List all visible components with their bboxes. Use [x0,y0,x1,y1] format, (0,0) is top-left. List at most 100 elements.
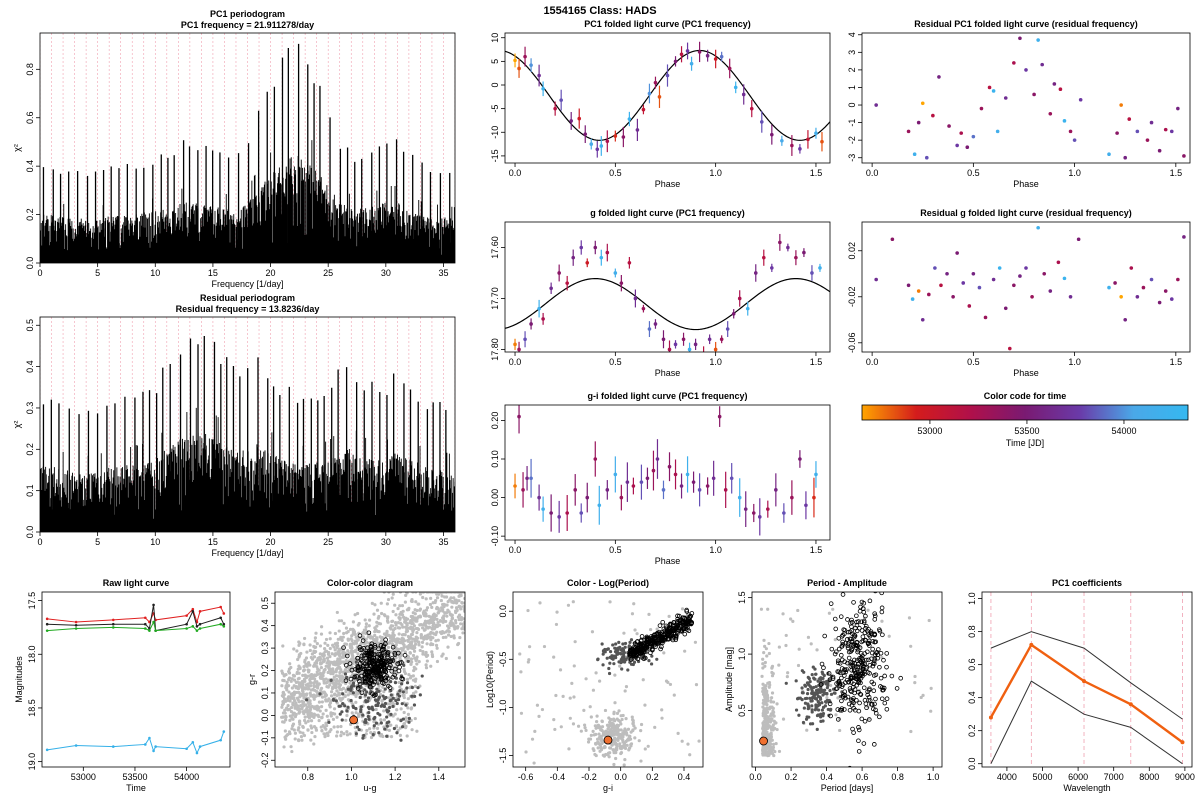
color_logperiod-ytick-label: -1.5 [498,748,508,764]
gi_folded-ytick-label: -0.10 [490,526,500,547]
color_color-reference-point [324,694,328,698]
period_amplitude-dark-point [801,691,805,695]
residual_g_folded-data-point [1123,317,1128,322]
period_amplitude-xtick-label: 0.6 [856,772,869,782]
color_color-reference-point [391,628,396,632]
color_color-open-point [378,652,383,657]
color_color-reference-point [406,647,410,651]
color_logperiod-open-point [648,641,654,646]
period_amplitude-reference-point [771,745,776,749]
period_amplitude-open-point [839,706,845,711]
color_color-reference-point [462,607,465,611]
color_logperiod-reference-point [655,627,659,631]
color_color-reference-point [400,636,404,641]
period_amplitude-reference-point [765,706,770,710]
color_color-reference-point [424,597,428,601]
period_amplitude-open-point [881,685,887,691]
period_amplitude-reference-point [773,721,777,725]
period_amplitude-open-point [857,608,863,614]
color_color-dark-point [363,688,367,692]
color_color-reference-point [290,749,294,754]
color_color-reference-point [390,639,394,643]
period_amplitude-open-point [842,692,848,698]
color_color-reference-point [308,663,312,667]
pc1_folded-data-point [537,73,541,78]
color_color-open-point [366,675,371,680]
color_color-dark-point [395,701,399,706]
period_amplitude-open-point [898,675,903,681]
color_color-dark-point [404,703,408,707]
color_color-reference-point [305,650,309,654]
color_color-reference-point [287,669,291,674]
period_amplitude-open-point [877,627,882,632]
residual_g_folded-data-point [1076,237,1081,242]
color_logperiod-reference-point [588,705,592,709]
color_color-reference-point [329,712,333,716]
color_color-reference-point [317,700,322,704]
color_logperiod-reference-point [622,631,626,635]
gi_folded-data-point [655,457,660,461]
residual_g_folded-xtick-label: 0.0 [866,357,879,367]
color_color-reference-point [429,642,433,646]
residual_pc1_folded-data-point [1135,129,1140,134]
period_amplitude-open-point [850,726,855,732]
period_amplitude-reference-point [805,728,809,732]
color_color-reference-point [392,673,397,677]
residual_g_folded-data-point [933,266,937,270]
period_amplitude-open-point [837,670,843,676]
residual_pc1_folded-data-point [947,124,951,128]
color_color-reference-point [418,648,422,653]
g_folded-data-point [571,255,576,260]
color_color-reference-point [312,693,316,697]
color_color-reference-point [387,728,391,732]
pc1_folded-data-point [679,52,684,57]
g_folded-data-point [537,306,541,311]
g_folded-data-point [593,245,598,250]
pc1_folded-data-point [713,57,718,61]
period_amplitude-reference-point [762,713,767,717]
color_color-reference-point [282,679,286,683]
pc1_folded-data-point [727,66,732,71]
color_color-reference-point [436,620,440,625]
color_color-reference-point [315,673,319,677]
gi_folded-data-point [625,480,630,484]
color_logperiod-reference-point [623,757,627,762]
gi_folded-data-point [717,414,722,419]
color_color-xlabel: u-g [363,783,376,793]
color_color-reference-point [375,638,379,642]
page-title: 1554165 Class: HADS [543,5,656,17]
color_logperiod-dark-point [617,660,621,664]
period_amplitude-open-point [828,601,834,606]
color_color-reference-point [434,643,439,647]
period_amplitude-reference-point [796,608,800,613]
color_color-reference-point [296,657,300,662]
color_logperiod-reference-point [555,610,559,614]
color_color-reference-point [322,652,326,656]
color_logperiod-reference-point [558,668,563,672]
g_folded-data-point [731,311,736,316]
color_color-reference-point [304,703,308,707]
period_amplitude-reference-point [772,714,776,718]
pc1_folded-data-point [513,58,517,63]
g_folded-data-point [778,240,782,245]
color_color-dark-point [351,681,356,685]
color_color-reference-point [327,667,332,671]
color_color-reference-point [354,700,358,704]
pc1_folded-data-point [780,138,784,143]
color_logperiod-reference-point [601,753,605,757]
raw_light_curve-ytick-label: 19.0 [27,753,37,771]
color_logperiod-reference-point [594,742,598,746]
residual_pc1_folded-ytick-label: -1 [847,119,857,127]
color_logperiod-dark-point [596,658,600,662]
period_amplitude-reference-point [762,730,767,734]
color_color-open-point [367,684,373,690]
color_color-dark-point [332,698,336,702]
time-colorbar-title: Color code for time [984,391,1067,401]
color_color-reference-point [443,611,447,615]
color_color-dark-point [354,732,358,736]
residual_pc1_folded-data-point [1032,92,1036,97]
pc1_folded-data-point [653,80,658,85]
period_amplitude-reference-point [761,751,766,755]
color_logperiod-open-point [680,620,685,625]
period_amplitude-open-point [866,632,872,637]
